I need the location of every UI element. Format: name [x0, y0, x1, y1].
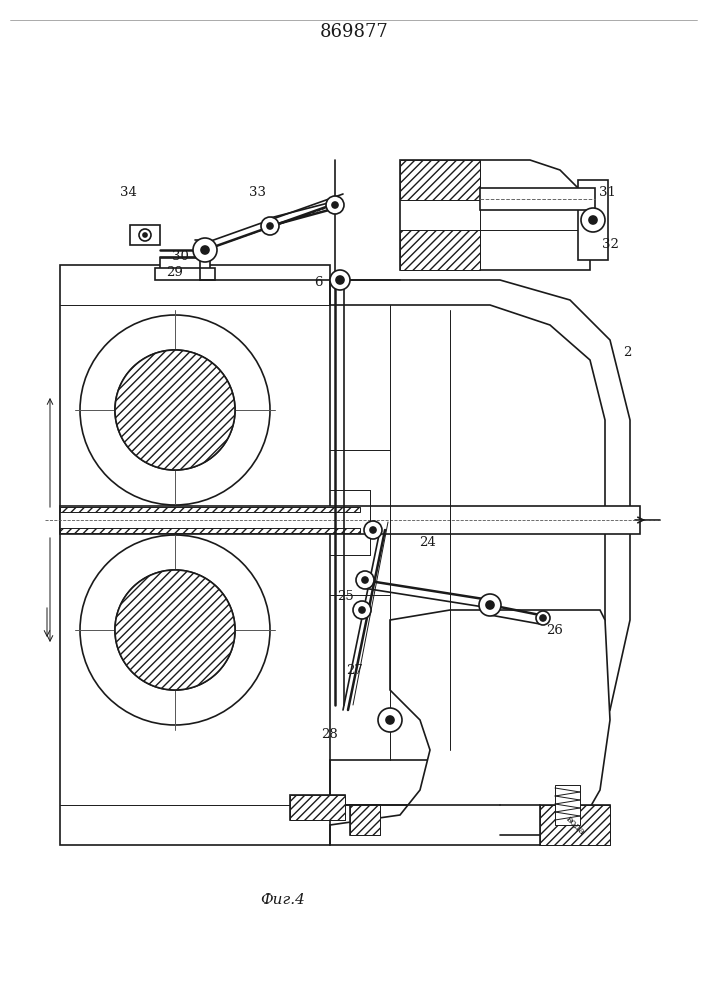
- Circle shape: [143, 233, 147, 237]
- Circle shape: [386, 716, 394, 724]
- Bar: [480, 188, 595, 210]
- Text: вода: вода: [563, 814, 586, 836]
- Bar: [400, 230, 480, 270]
- Text: 2: 2: [623, 347, 631, 360]
- Circle shape: [370, 527, 376, 533]
- Circle shape: [261, 217, 279, 235]
- Text: 31: 31: [599, 186, 615, 200]
- Bar: [290, 795, 345, 820]
- Circle shape: [115, 570, 235, 690]
- Text: 26: 26: [547, 624, 563, 637]
- Bar: [290, 795, 345, 820]
- Text: Фиг.4: Фиг.4: [261, 893, 305, 907]
- Text: 33: 33: [248, 186, 266, 198]
- Text: 32: 32: [602, 238, 619, 251]
- Bar: [155, 268, 215, 280]
- Bar: [160, 258, 210, 270]
- Text: 25: 25: [337, 590, 354, 603]
- Polygon shape: [400, 160, 590, 270]
- Circle shape: [267, 223, 273, 229]
- Circle shape: [359, 607, 365, 613]
- Bar: [400, 160, 480, 200]
- Circle shape: [326, 196, 344, 214]
- Circle shape: [332, 202, 338, 208]
- Circle shape: [201, 246, 209, 254]
- Polygon shape: [330, 610, 610, 845]
- Circle shape: [540, 615, 546, 621]
- Polygon shape: [115, 350, 235, 470]
- Bar: [540, 805, 610, 845]
- Circle shape: [479, 594, 501, 616]
- Text: 28: 28: [322, 728, 339, 742]
- Circle shape: [139, 229, 151, 241]
- Circle shape: [115, 350, 235, 470]
- Circle shape: [486, 601, 494, 609]
- Bar: [540, 805, 610, 845]
- Text: 24: 24: [420, 536, 436, 550]
- Circle shape: [356, 571, 374, 589]
- Polygon shape: [330, 280, 630, 805]
- Bar: [350, 805, 380, 835]
- Bar: [350, 805, 380, 835]
- Circle shape: [336, 276, 344, 284]
- Circle shape: [80, 535, 270, 725]
- Circle shape: [330, 270, 350, 290]
- Circle shape: [536, 611, 550, 625]
- Bar: [60, 506, 640, 534]
- Bar: [578, 180, 608, 260]
- Circle shape: [362, 577, 368, 583]
- Text: 6: 6: [314, 275, 322, 288]
- Text: 29: 29: [167, 266, 183, 279]
- Circle shape: [581, 208, 605, 232]
- Circle shape: [353, 601, 371, 619]
- Text: 30: 30: [172, 250, 189, 263]
- Bar: [60, 265, 330, 845]
- Bar: [555, 785, 580, 825]
- Circle shape: [193, 238, 217, 262]
- Bar: [60, 507, 360, 512]
- Polygon shape: [115, 570, 235, 690]
- Circle shape: [589, 216, 597, 224]
- Text: 34: 34: [119, 186, 136, 198]
- Text: 27: 27: [346, 664, 363, 676]
- Circle shape: [364, 521, 382, 539]
- Circle shape: [378, 708, 402, 732]
- Circle shape: [80, 315, 270, 505]
- Text: 869877: 869877: [320, 23, 388, 41]
- Bar: [130, 225, 160, 245]
- Bar: [60, 528, 360, 533]
